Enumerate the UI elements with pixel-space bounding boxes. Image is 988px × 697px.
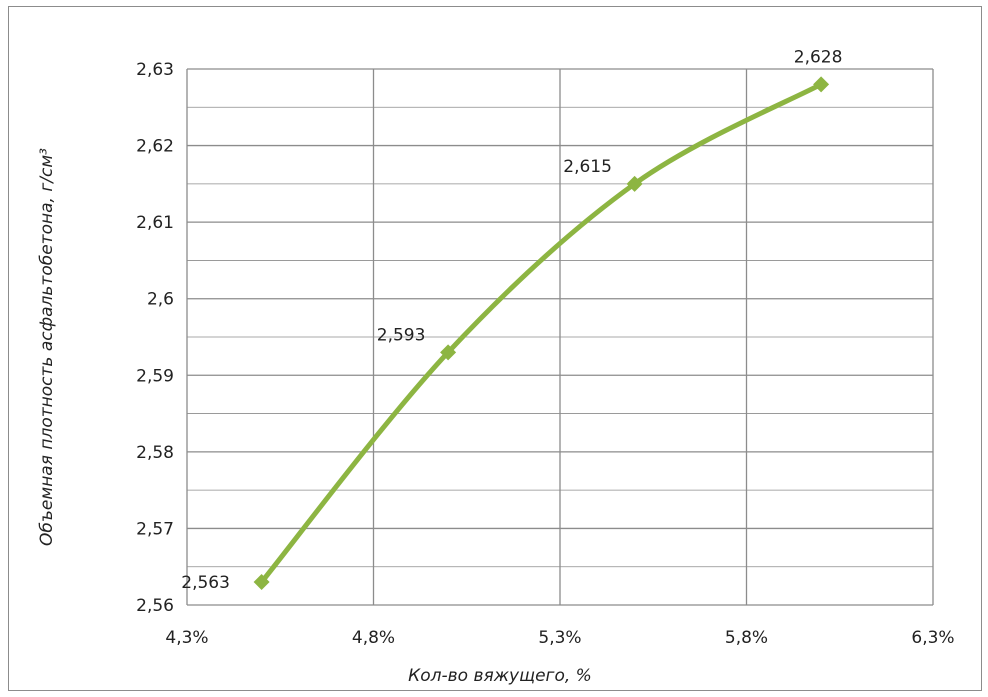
y-tick-label: 2,58 xyxy=(136,443,174,463)
data-point xyxy=(626,175,643,192)
x-tick-label: 4,3% xyxy=(165,628,208,648)
data-label: 2,563 xyxy=(181,573,230,593)
data-point xyxy=(440,344,457,361)
y-axis-title: Объемная плотность асфальтобетона, г/см³ xyxy=(37,148,57,546)
data-labels: 2,563 2,593 2,615 2,628 xyxy=(181,47,842,593)
y-tick-label: 2,6 xyxy=(147,290,174,310)
x-tick-label: 4,8% xyxy=(352,628,395,648)
data-label: 2,628 xyxy=(794,47,843,67)
x-tick-label: 6,3% xyxy=(911,628,954,648)
data-label: 2,615 xyxy=(563,157,612,177)
y-tick-label: 2,63 xyxy=(136,60,174,80)
data-point xyxy=(813,76,830,93)
data-label: 2,593 xyxy=(377,325,426,345)
x-tick-label: 5,8% xyxy=(725,628,768,648)
grid xyxy=(186,68,934,606)
series-line-group xyxy=(259,81,824,585)
chart-frame xyxy=(8,6,982,691)
tick-labels: 2,56 2,57 2,58 2,59 2,6 2,61 2,62 2,63 4,3% 4,8% 5… xyxy=(136,60,954,648)
y-tick-label: 2,61 xyxy=(136,213,174,233)
data-points xyxy=(253,76,830,591)
y-tick-label: 2,57 xyxy=(136,519,174,539)
y-tick-label: 2,62 xyxy=(136,137,174,157)
x-axis-title: Кол-во вяжущего, % xyxy=(408,666,592,686)
x-tick-label: 5,3% xyxy=(538,628,581,648)
y-tick-label: 2,56 xyxy=(136,596,174,616)
data-point xyxy=(253,574,270,591)
y-tick-label: 2,59 xyxy=(136,366,174,386)
series-line xyxy=(259,81,824,585)
